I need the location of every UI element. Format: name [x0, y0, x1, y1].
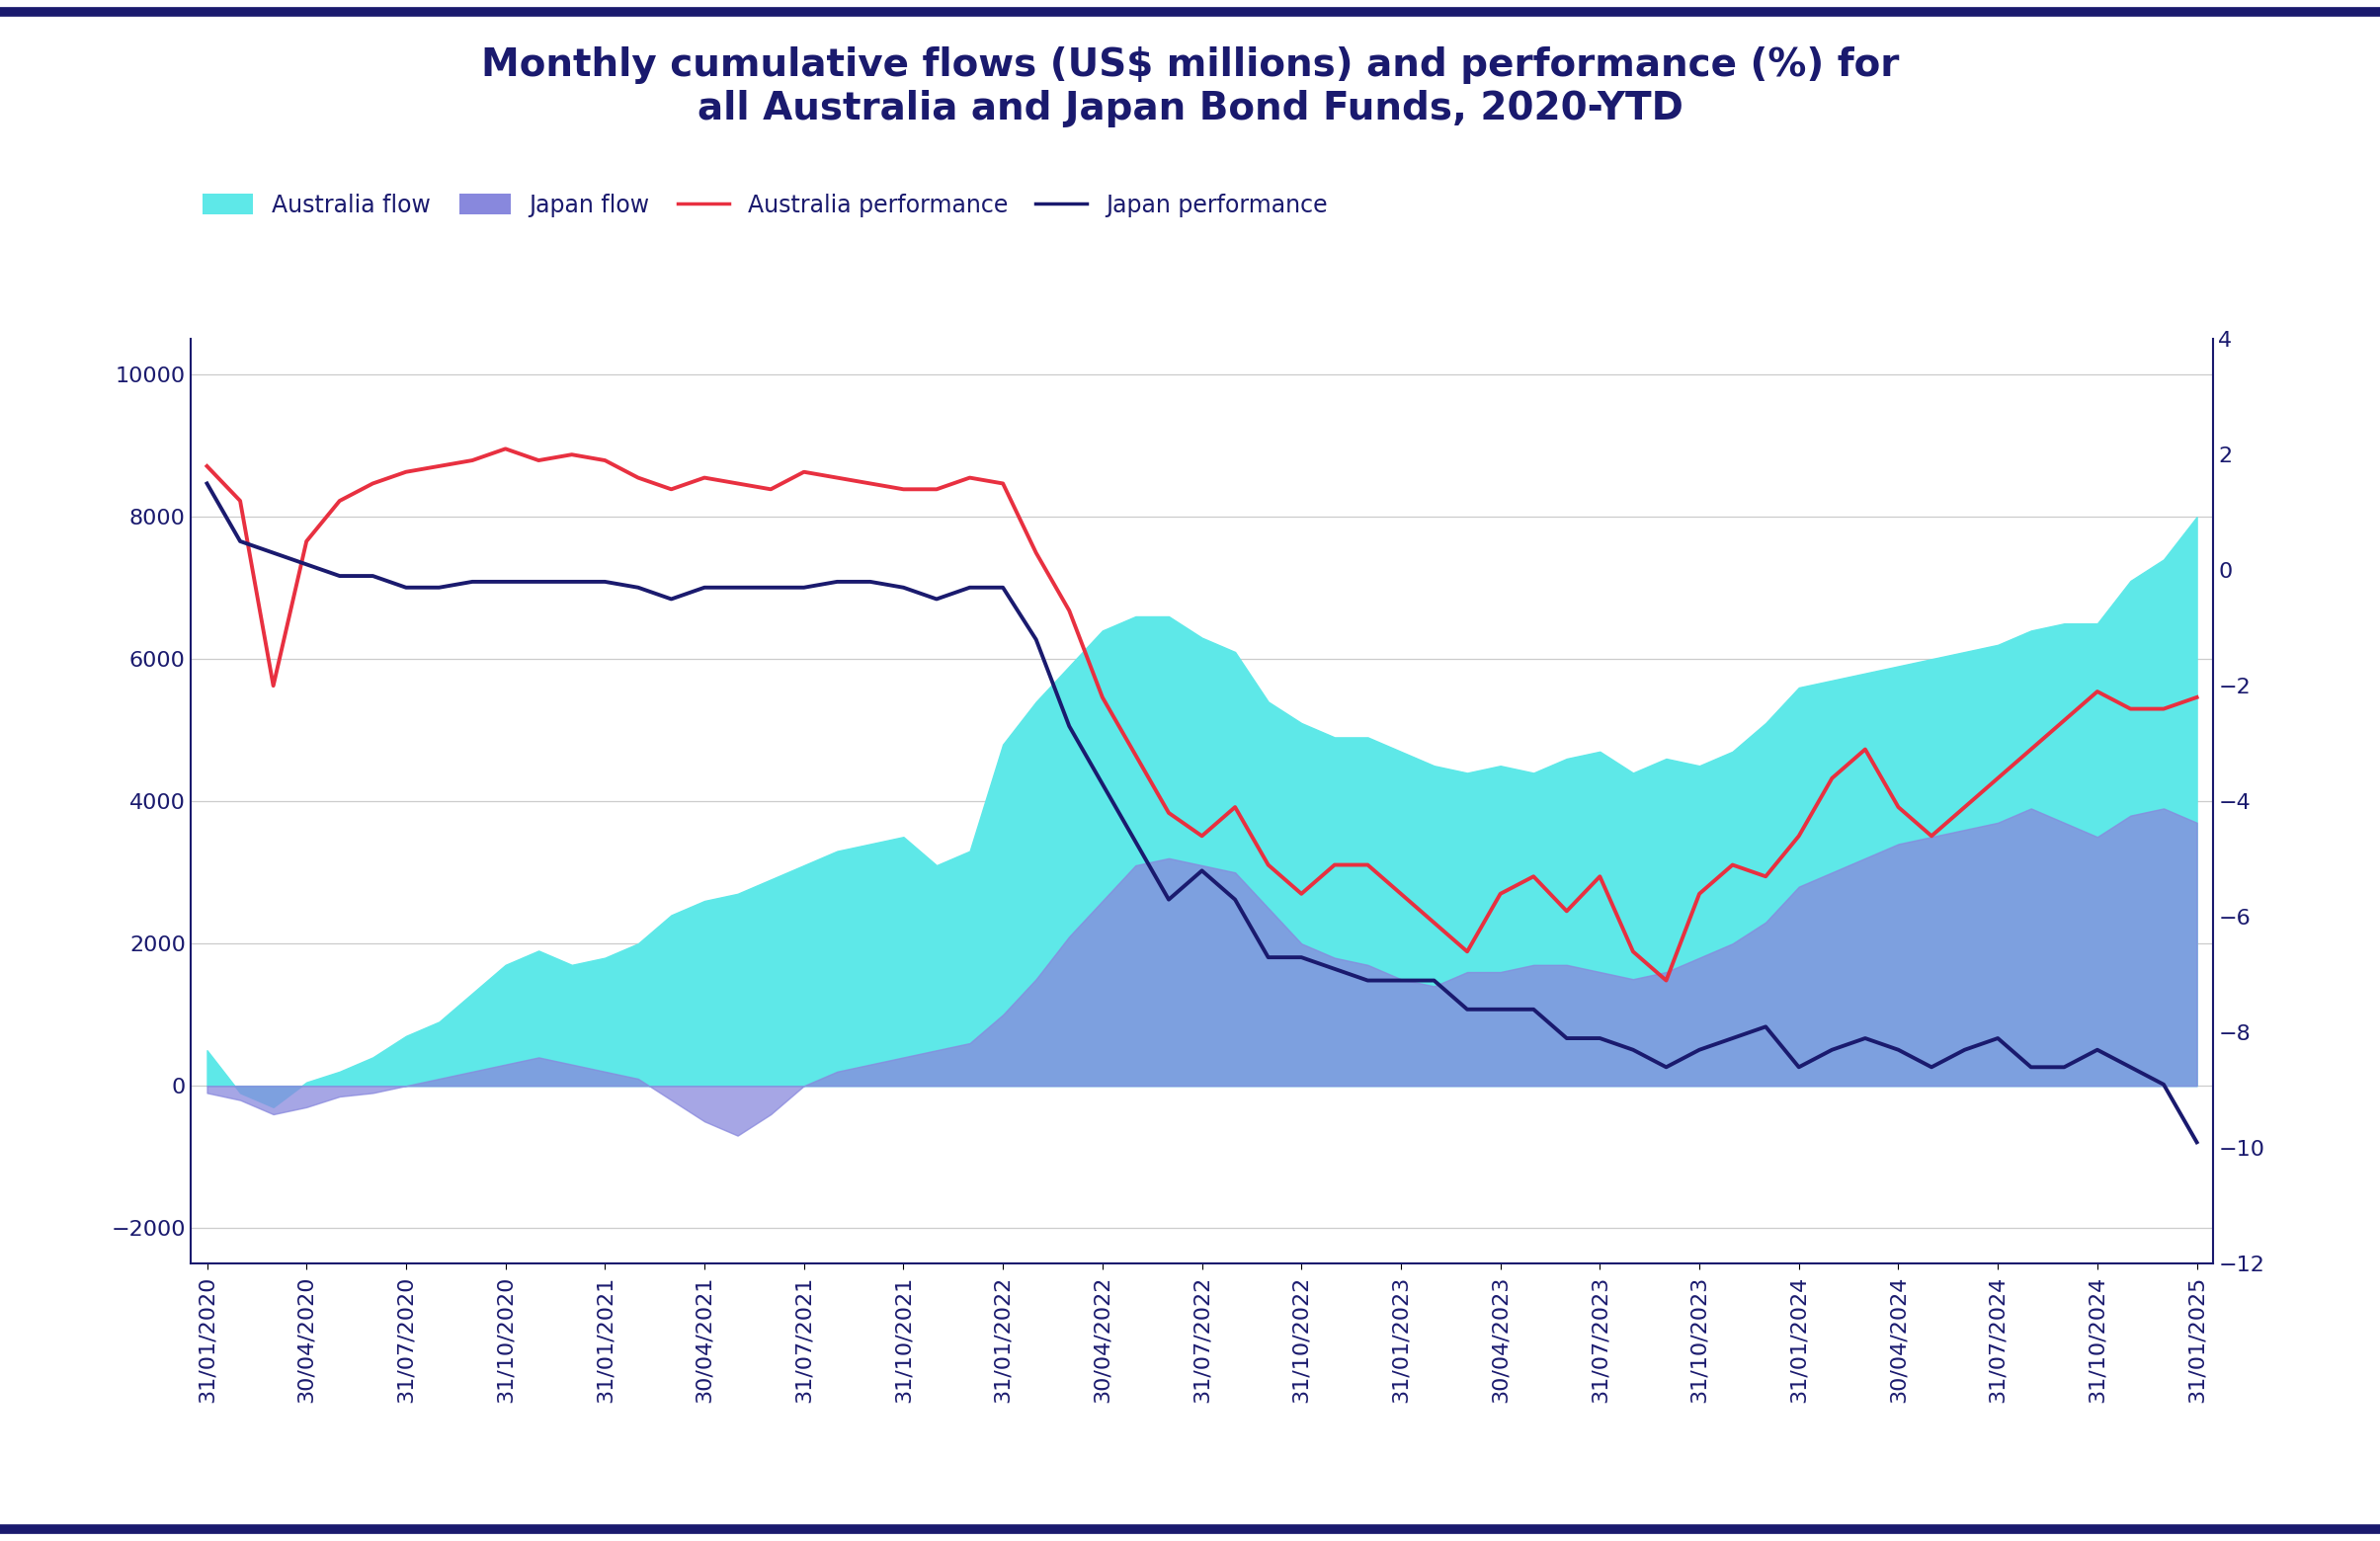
- Text: Monthly cumulative flows (US$ millions) and performance (%) for
all Australia an: Monthly cumulative flows (US$ millions) …: [481, 46, 1899, 128]
- Legend: Australia flow, Japan flow, Australia performance, Japan performance: Australia flow, Japan flow, Australia pe…: [202, 194, 1328, 217]
